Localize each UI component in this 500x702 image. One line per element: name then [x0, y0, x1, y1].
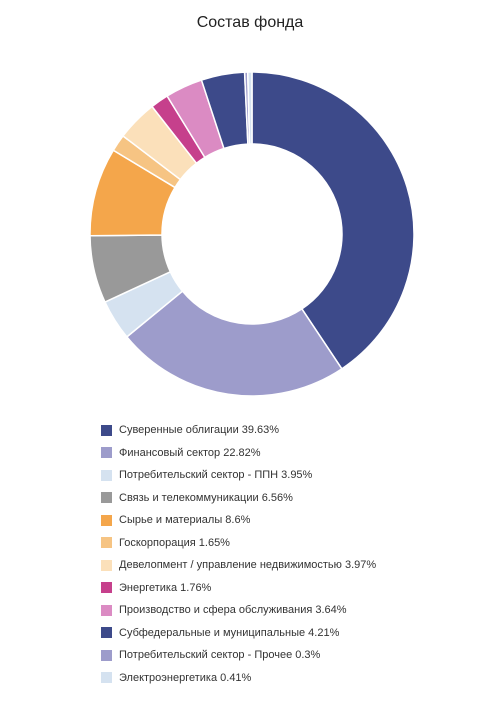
legend-swatch: [101, 424, 112, 436]
donut-slice-12[interactable]: [246, 71, 253, 145]
donut-slice-2[interactable]: [125, 290, 343, 397]
legend-item[interactable]: Сырье и материалы 8.6%: [101, 509, 376, 532]
legend-item[interactable]: Госкорпорация 1.65%: [101, 532, 376, 555]
legend-label: Энергетика 1.76%: [119, 581, 212, 594]
legend-label: Потребительский сектор - Прочее 0.3%: [119, 649, 321, 662]
legend-swatch: [101, 672, 112, 684]
legend-item[interactable]: Электроэнергетика 0.41%: [101, 667, 376, 690]
legend-swatch: [101, 649, 112, 661]
chart-title: Состав фонда: [196, 14, 304, 31]
legend-label: Связь и телекоммуникации 6.56%: [119, 491, 293, 504]
legend-item[interactable]: Потребительский сектор - Прочее 0.3%: [101, 644, 376, 667]
legend-swatch: [101, 604, 112, 616]
legend-swatch: [101, 627, 112, 639]
legend-item[interactable]: Финансовый сектор 22.82%: [101, 442, 376, 465]
legend-label: Суверенные облигации 39.63%: [119, 424, 280, 437]
legend-item[interactable]: Суверенные облигации 39.63%: [101, 419, 376, 442]
legend-swatch: [101, 492, 112, 504]
legend-label: Госкорпорация 1.65%: [119, 536, 230, 549]
donut-chart: [89, 71, 415, 397]
legend-label: Сырье и материалы 8.6%: [119, 514, 251, 527]
legend-item[interactable]: Связь и телекоммуникации 6.56%: [101, 487, 376, 510]
legend-swatch: [101, 447, 112, 459]
legend-swatch: [101, 582, 112, 594]
chart-legend: Суверенные облигации 39.63% Финансовый се…: [101, 419, 376, 689]
legend-label: Субфедеральные и муниципальные 4.21%: [119, 626, 340, 639]
legend-swatch: [101, 514, 112, 526]
legend-label: Девелопмент / управление недвижимостью 3…: [119, 559, 377, 572]
legend-item[interactable]: Производство и сфера обслуживания 3.64%: [101, 599, 376, 622]
legend-item[interactable]: Потребительский сектор - ППН 3.95%: [101, 464, 376, 487]
legend-label: Электроэнергетика 0.41%: [119, 671, 252, 684]
legend-label: Потребительский сектор - ППН 3.95%: [119, 469, 313, 482]
donut-slice-1[interactable]: [251, 71, 415, 370]
legend-item[interactable]: Энергетика 1.76%: [101, 577, 376, 600]
legend-swatch: [101, 559, 112, 571]
legend-swatch: [101, 537, 112, 549]
legend-label: Финансовый сектор 22.82%: [119, 446, 261, 459]
legend-item[interactable]: Девелопмент / управление недвижимостью 3…: [101, 554, 376, 577]
legend-label: Производство и сфера обслуживания 3.64%: [119, 604, 347, 617]
legend-item[interactable]: Субфедеральные и муниципальные 4.21%: [101, 622, 376, 645]
legend-swatch: [101, 469, 112, 481]
